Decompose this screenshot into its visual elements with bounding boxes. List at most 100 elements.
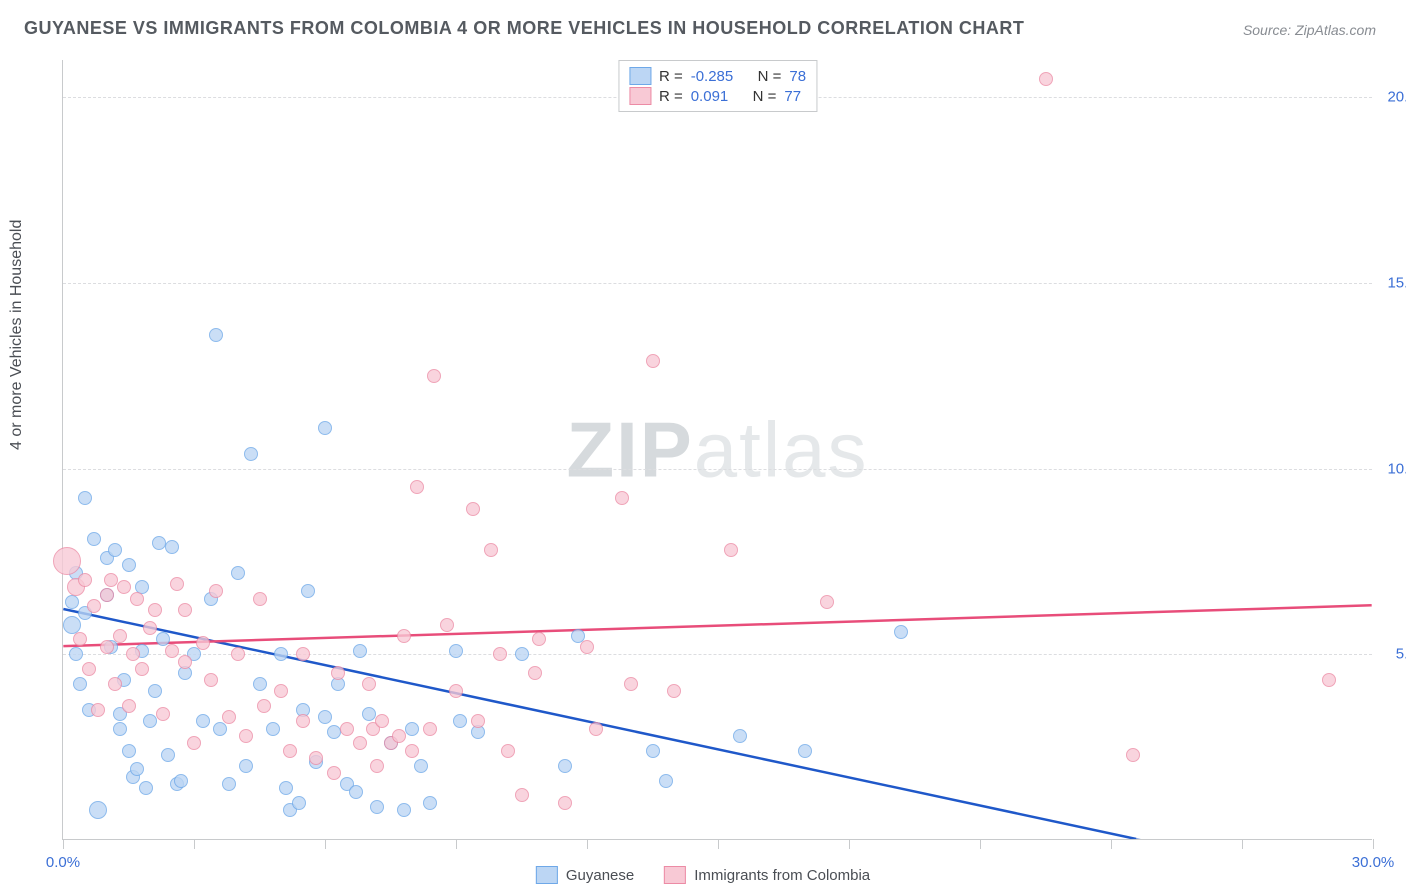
data-point-colombia	[73, 632, 87, 646]
data-point-guyanese	[274, 647, 288, 661]
data-point-colombia	[558, 796, 572, 810]
data-point-guyanese	[318, 421, 332, 435]
n-value-colombia: 77	[784, 88, 801, 105]
data-point-colombia	[646, 354, 660, 368]
data-point-guyanese	[69, 647, 83, 661]
data-point-guyanese	[301, 584, 315, 598]
data-point-guyanese	[78, 491, 92, 505]
data-point-colombia	[296, 714, 310, 728]
x-tick	[1242, 839, 1243, 849]
data-point-colombia	[375, 714, 389, 728]
data-point-guyanese	[63, 616, 81, 634]
data-point-colombia	[484, 543, 498, 557]
data-point-guyanese	[659, 774, 673, 788]
data-point-guyanese	[253, 677, 267, 691]
n-label: N =	[758, 68, 782, 85]
data-point-guyanese	[130, 762, 144, 776]
data-point-colombia	[135, 662, 149, 676]
legend-item-guyanese: Guyanese	[536, 866, 634, 884]
y-axis-label: 4 or more Vehicles in Household	[8, 220, 26, 450]
data-point-guyanese	[196, 714, 210, 728]
data-point-colombia	[156, 707, 170, 721]
x-tick	[980, 839, 981, 849]
swatch-colombia	[629, 87, 651, 105]
data-point-colombia	[113, 629, 127, 643]
n-label: N =	[753, 88, 777, 105]
x-tick	[456, 839, 457, 849]
data-point-guyanese	[143, 714, 157, 728]
data-point-colombia	[471, 714, 485, 728]
data-point-guyanese	[405, 722, 419, 736]
data-point-colombia	[130, 592, 144, 606]
data-point-guyanese	[122, 744, 136, 758]
data-point-colombia	[53, 547, 81, 575]
data-point-guyanese	[327, 725, 341, 739]
data-point-colombia	[187, 736, 201, 750]
correlation-legend: R = -0.285 N = 78 R = 0.091 N = 77	[618, 60, 817, 112]
data-point-colombia	[624, 677, 638, 691]
data-point-guyanese	[362, 707, 376, 721]
data-point-guyanese	[798, 744, 812, 758]
watermark-rest: atlas	[694, 405, 869, 493]
data-point-colombia	[143, 621, 157, 635]
data-point-guyanese	[161, 748, 175, 762]
data-point-colombia	[204, 673, 218, 687]
data-point-guyanese	[370, 800, 384, 814]
data-point-guyanese	[209, 328, 223, 342]
data-point-guyanese	[558, 759, 572, 773]
trend-line-colombia	[63, 605, 1371, 646]
data-point-colombia	[296, 647, 310, 661]
data-point-colombia	[87, 599, 101, 613]
data-point-guyanese	[292, 796, 306, 810]
r-label: R =	[659, 68, 683, 85]
data-point-colombia	[589, 722, 603, 736]
data-point-colombia	[100, 640, 114, 654]
data-point-colombia	[532, 632, 546, 646]
data-point-colombia	[362, 677, 376, 691]
data-point-guyanese	[318, 710, 332, 724]
data-point-guyanese	[646, 744, 660, 758]
swatch-guyanese	[536, 866, 558, 884]
data-point-guyanese	[139, 781, 153, 795]
data-point-colombia	[327, 766, 341, 780]
legend-label-colombia: Immigrants from Colombia	[694, 867, 870, 884]
data-point-guyanese	[152, 536, 166, 550]
data-point-guyanese	[165, 540, 179, 554]
swatch-colombia	[664, 866, 686, 884]
series-legend: Guyanese Immigrants from Colombia	[536, 866, 870, 884]
legend-row-colombia: R = 0.091 N = 77	[629, 87, 806, 105]
y-tick-label: 10.0%	[1387, 460, 1406, 477]
data-point-colombia	[405, 744, 419, 758]
data-point-colombia	[309, 751, 323, 765]
data-point-colombia	[209, 584, 223, 598]
data-point-colombia	[724, 543, 738, 557]
x-tick	[849, 839, 850, 849]
n-value-guyanese: 78	[789, 68, 806, 85]
data-point-guyanese	[353, 644, 367, 658]
x-tick-label: 30.0%	[1352, 854, 1395, 871]
legend-row-guyanese: R = -0.285 N = 78	[629, 67, 806, 85]
watermark-bold: ZIP	[566, 405, 693, 493]
x-tick	[718, 839, 719, 849]
data-point-guyanese	[349, 785, 363, 799]
data-point-colombia	[165, 644, 179, 658]
data-point-colombia	[117, 580, 131, 594]
chart-title: GUYANESE VS IMMIGRANTS FROM COLOMBIA 4 O…	[24, 18, 1024, 39]
gridline	[63, 654, 1372, 655]
data-point-colombia	[253, 592, 267, 606]
data-point-colombia	[1039, 72, 1053, 86]
y-tick-label: 5.0%	[1396, 646, 1406, 663]
data-point-colombia	[580, 640, 594, 654]
data-point-guyanese	[113, 722, 127, 736]
data-point-guyanese	[453, 714, 467, 728]
gridline	[63, 469, 1372, 470]
data-point-guyanese	[73, 677, 87, 691]
y-tick-label: 15.0%	[1387, 274, 1406, 291]
data-point-colombia	[397, 629, 411, 643]
data-point-colombia	[493, 647, 507, 661]
data-point-colombia	[178, 603, 192, 617]
x-tick	[587, 839, 588, 849]
data-point-guyanese	[89, 801, 107, 819]
data-point-colombia	[615, 491, 629, 505]
data-point-guyanese	[65, 595, 79, 609]
